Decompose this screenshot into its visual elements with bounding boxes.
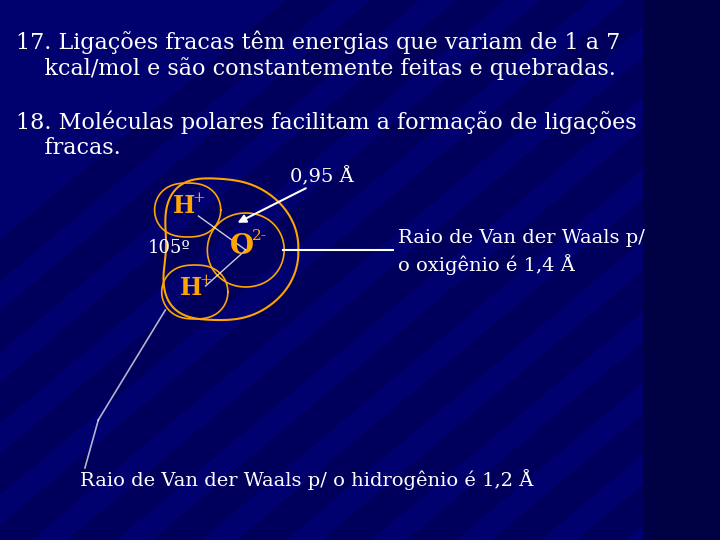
Polygon shape	[577, 0, 720, 540]
Text: +: +	[199, 273, 212, 287]
Polygon shape	[661, 0, 720, 540]
Polygon shape	[322, 0, 720, 540]
Text: 105º: 105º	[148, 239, 190, 257]
Polygon shape	[0, 0, 420, 540]
Polygon shape	[0, 0, 505, 540]
Polygon shape	[237, 0, 720, 540]
Text: Raio de Van der Waals p/: Raio de Van der Waals p/	[397, 229, 644, 247]
Text: H: H	[173, 194, 195, 218]
Polygon shape	[492, 0, 720, 540]
Polygon shape	[0, 0, 335, 540]
Polygon shape	[407, 0, 720, 540]
Polygon shape	[67, 0, 720, 540]
Text: 18. Moléculas polares facilitam a formação de ligações: 18. Moléculas polares facilitam a formaç…	[16, 110, 636, 133]
Text: 2-: 2-	[252, 229, 266, 243]
Text: o oxigênio é 1,4 Å: o oxigênio é 1,4 Å	[397, 254, 575, 275]
Polygon shape	[0, 0, 590, 540]
Text: H: H	[180, 276, 202, 300]
Polygon shape	[0, 0, 675, 540]
Text: fracas.: fracas.	[16, 137, 121, 159]
Text: +: +	[192, 191, 204, 205]
Text: 17. Ligações fracas têm energias que variam de 1 a 7: 17. Ligações fracas têm energias que var…	[16, 30, 621, 53]
Text: O: O	[230, 233, 254, 260]
Text: 0,95 Å: 0,95 Å	[290, 167, 354, 187]
Text: kcal/mol e são constantemente feitas e quebradas.: kcal/mol e são constantemente feitas e q…	[16, 57, 616, 80]
Polygon shape	[152, 0, 720, 540]
Text: Raio de Van der Waals p/ o hidrogênio é 1,2 Å: Raio de Van der Waals p/ o hidrogênio é …	[81, 469, 534, 490]
